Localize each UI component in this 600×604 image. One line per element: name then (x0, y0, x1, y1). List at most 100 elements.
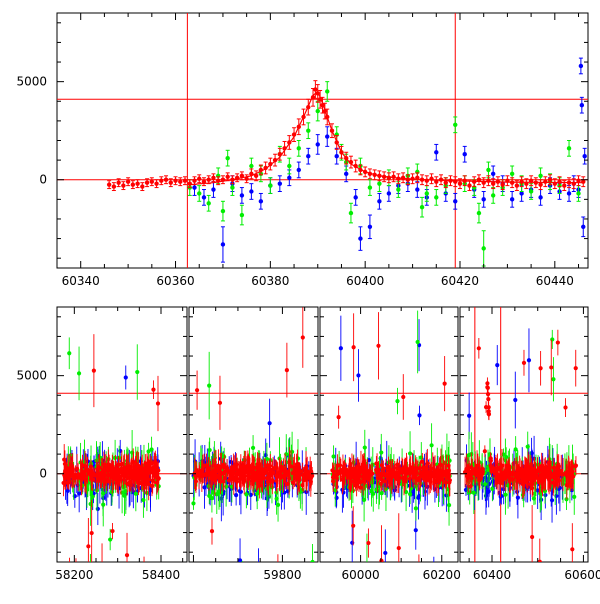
top-data-point-green (240, 205, 244, 225)
top-y-tick-label: 5000 (16, 75, 47, 89)
top-data-point-green (306, 123, 310, 139)
top-data-layer (57, 13, 588, 268)
bottom-data-point-blue (268, 399, 272, 448)
top-data-point-blue (368, 215, 372, 239)
bottom-data-point-blue (356, 349, 360, 402)
top-data-point-red (183, 177, 187, 185)
top-data-point-green (287, 158, 291, 174)
bottom-data-point-red (156, 376, 160, 431)
bottom-data-layer (320, 311, 458, 600)
top-data-point-red (581, 177, 585, 187)
bottom-data-point-red (351, 506, 355, 545)
bottom-data-point-red (285, 343, 289, 398)
bottom-data-point-red (218, 376, 222, 430)
top-data-point-green (221, 201, 225, 221)
top-data-point-green (434, 190, 438, 206)
top-data-point-red (576, 176, 580, 186)
top-data-point-red (126, 178, 130, 186)
top-data-point-blue (358, 227, 362, 251)
top-data-point-blue (306, 148, 310, 164)
bottom-data-layer (57, 334, 187, 600)
top-x-tick-label: 60360 (156, 274, 194, 288)
bottom-data-point-red (443, 356, 447, 411)
top-data-point-blue (453, 193, 457, 209)
bottom-data-point-green (77, 347, 81, 401)
bottom-data-point-green (191, 497, 195, 510)
bottom-data-point-red (100, 543, 104, 600)
top-data-point-green (325, 82, 329, 102)
bottom-data-point-blue (256, 548, 260, 595)
bottom-data-point-blue (417, 406, 421, 426)
bottom-data-point-red (301, 307, 305, 368)
top-data-point-green (349, 203, 353, 223)
top-data-point-red (107, 181, 111, 189)
bottom-data-point-red (352, 313, 356, 381)
top-data-point-blue (297, 162, 301, 178)
top-data-point-blue (278, 176, 282, 192)
bottom-data-point-red (124, 589, 128, 600)
bottom-data-point-blue (96, 493, 100, 525)
top-data-point-blue (415, 182, 419, 198)
top-data-point-red (505, 176, 509, 186)
top-data-point-blue (538, 190, 542, 206)
top-data-point-red (249, 169, 253, 179)
bottom-data-point-red (477, 338, 481, 359)
bottom-y-tick-label: 5000 (16, 369, 47, 383)
bottom-data-point-red (574, 350, 578, 387)
bottom-data-point-green (414, 496, 418, 520)
top-data-point-red (140, 183, 144, 191)
bottom-data-point-red (210, 518, 214, 545)
top-data-point-red (434, 177, 438, 187)
top-data-point-blue (259, 193, 263, 209)
top-data-point-red (121, 182, 125, 190)
top-data-point-blue (582, 148, 586, 164)
bottom-x-tick-label: 60200 (423, 568, 461, 582)
top-data-point-red (192, 177, 196, 185)
top-data-point-blue (581, 217, 585, 237)
top-data-point-blue (377, 193, 381, 209)
top-data-point-blue (202, 190, 206, 206)
top-plot-frame (57, 13, 588, 268)
bottom-data-point-blue (495, 345, 499, 385)
top-model-curve (190, 92, 584, 185)
bottom-data-point-red (376, 312, 380, 379)
bottom-data-point-green (194, 594, 198, 600)
bottom-data-point-red (538, 539, 542, 585)
top-data-point-blue (353, 190, 357, 206)
bottom-x-tick-label: 58400 (142, 568, 180, 582)
top-data-point-green (207, 195, 211, 211)
top-data-point-green (197, 186, 201, 202)
bottom-data-point-blue (513, 372, 517, 429)
top-data-point-red (112, 183, 116, 191)
top-data-point-red (164, 176, 168, 184)
bottom-data-point-green (550, 330, 554, 349)
top-x-tick-label: 60420 (441, 274, 479, 288)
bottom-data-point-blue (515, 565, 519, 600)
bottom-data-point-red (192, 569, 196, 595)
top-x-tick-label: 60340 (62, 274, 100, 288)
bottom-data-point-red (75, 589, 79, 600)
top-data-point-green (477, 203, 481, 223)
bottom-data-point-red (86, 518, 90, 575)
top-data-point-blue (579, 58, 583, 74)
top-data-point-blue (325, 127, 329, 147)
bottom-data-point-blue (124, 365, 128, 389)
bottom-data-point-red (379, 525, 383, 596)
bottom-y-tick-label: 0 (39, 467, 47, 481)
bottom-data-point-blue (383, 529, 387, 576)
top-data-point-red (235, 174, 239, 182)
top-data-point-red (543, 177, 547, 187)
bottom-x-tick-label: 60600 (564, 568, 600, 582)
bottom-data-point-red (195, 371, 199, 410)
bottom-data-point-red (110, 523, 114, 539)
bottom-data-point-green (67, 337, 71, 369)
top-data-point-blue (249, 184, 253, 200)
bottom-data-point-green (149, 581, 153, 600)
top-data-point-red (131, 181, 135, 189)
bottom-data-point-blue (339, 316, 343, 381)
bottom-data-point-blue (238, 538, 242, 582)
top-data-point-red (401, 173, 405, 183)
top-y-tick-label: 0 (39, 173, 47, 187)
